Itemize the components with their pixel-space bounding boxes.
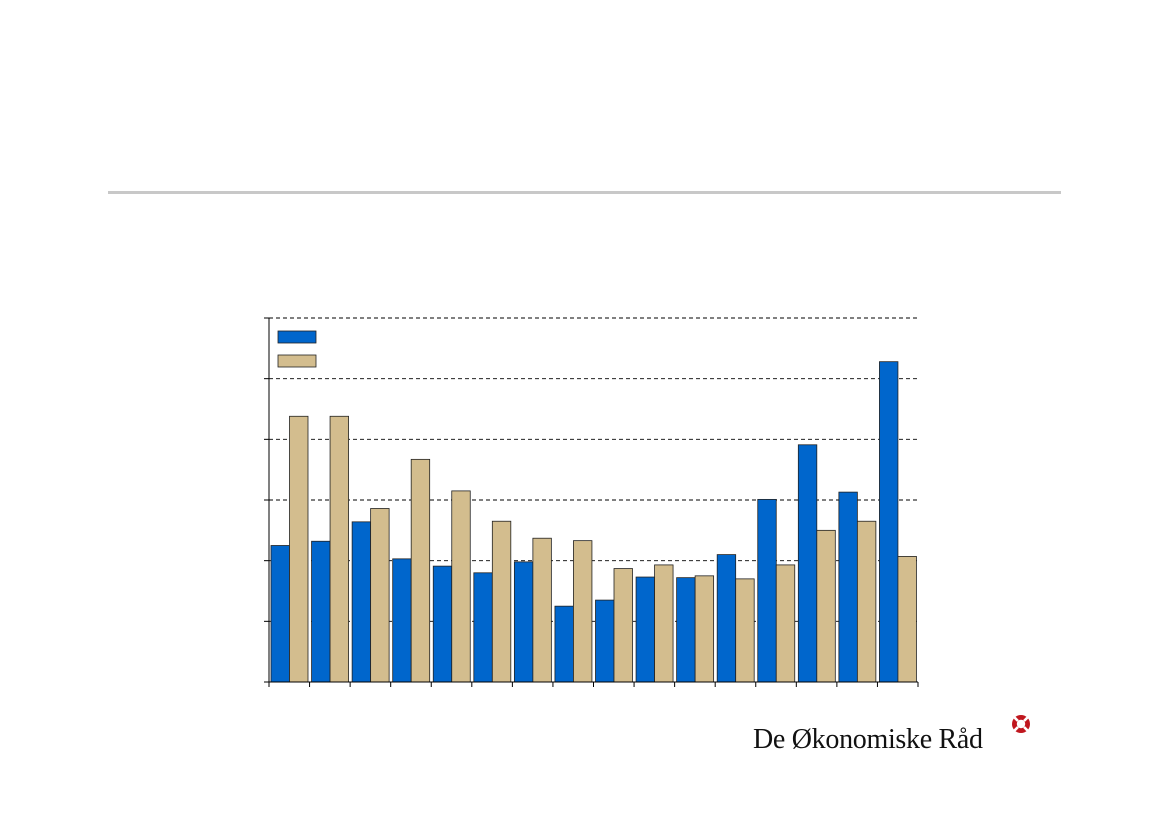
bar-s1-4 xyxy=(392,558,412,683)
axes xyxy=(264,317,919,687)
brand-name: De Økonomiske Råd xyxy=(753,724,983,755)
bar-s2-8 xyxy=(573,540,593,683)
legend xyxy=(277,330,317,368)
bar-s2-12 xyxy=(735,578,755,683)
bar-s1-5 xyxy=(432,565,453,683)
bar-s1-6 xyxy=(473,572,493,683)
brand-logo: De Økonomiske Råd xyxy=(753,712,1033,762)
bar-s1-8 xyxy=(554,605,574,683)
bar-s1-2 xyxy=(311,540,331,683)
bar-s1-14 xyxy=(797,444,818,683)
bar-s2-5 xyxy=(451,490,471,683)
bar-s1-13 xyxy=(757,498,777,683)
bar-s2-4 xyxy=(410,458,431,683)
bar-s1-11 xyxy=(676,577,696,683)
bars xyxy=(270,361,917,683)
bar-s2-9 xyxy=(613,568,633,683)
bar-s2-6 xyxy=(491,520,512,683)
bar-s2-16 xyxy=(897,556,917,683)
bar-s1-9 xyxy=(595,599,615,683)
legend-swatch-2 xyxy=(277,354,317,368)
header-divider xyxy=(108,191,1061,194)
bar-s2-2 xyxy=(329,415,349,683)
bar-s1-12 xyxy=(716,554,737,683)
legend-swatch-1 xyxy=(277,330,317,344)
bar-s1-16 xyxy=(879,361,899,683)
bar-s1-7 xyxy=(513,561,534,683)
bar-s2-15 xyxy=(856,520,877,683)
bar-s1-3 xyxy=(351,521,372,683)
bar-s2-13 xyxy=(775,564,796,683)
bar-s2-7 xyxy=(532,537,552,683)
bar-s2-3 xyxy=(370,508,390,683)
bar-s1-10 xyxy=(635,576,655,683)
bar-s1-1 xyxy=(270,545,290,683)
bar-s2-14 xyxy=(816,529,836,683)
bar-s2-1 xyxy=(289,415,309,683)
bar-s1-15 xyxy=(838,491,858,683)
bar-s2-11 xyxy=(694,575,715,683)
brand-emblem-icon xyxy=(1012,715,1030,733)
bar-s2-10 xyxy=(654,564,674,683)
